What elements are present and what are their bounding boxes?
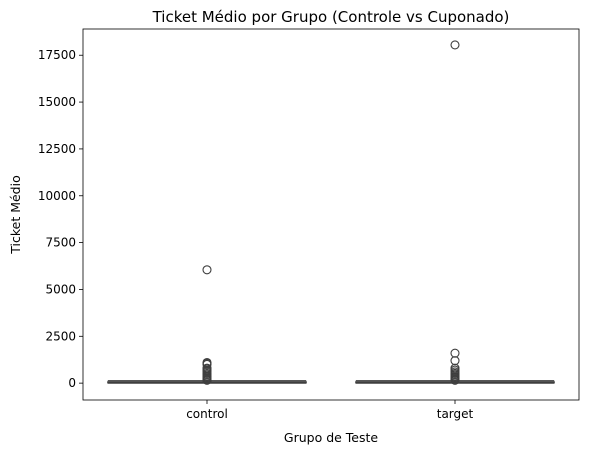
box-target [355,40,555,385]
y-tick-label: 10000 [38,189,76,203]
y-tick-label: 17500 [38,48,76,62]
y-tick-label: 0 [68,376,76,390]
x-tick-label: control [186,407,228,421]
y-axis-ticks: 0 2500 5000 7500 10000 12500 15000 17500 [38,48,83,390]
y-tick-label: 2500 [45,329,76,343]
y-tick-label: 5000 [45,282,76,296]
y-tick-label: 12500 [38,142,76,156]
y-tick-label: 7500 [45,236,76,250]
plot-area [82,28,580,401]
outlier-point [202,265,212,275]
box-control [107,265,307,385]
y-tick-label: 15000 [38,95,76,109]
outlier-point [202,363,212,373]
outlier-point [202,357,212,368]
x-tick-label: target [437,407,474,421]
outlier-point [450,348,460,358]
x-axis-label: Grupo de Teste [284,430,379,445]
x-axis-ticks: control target [186,400,474,421]
y-axis-label: Ticket Médio [8,175,23,255]
outlier-point [450,40,460,50]
chart-title: Ticket Médio por Grupo (Controle vs Cupo… [152,8,510,26]
box-series [107,40,555,385]
